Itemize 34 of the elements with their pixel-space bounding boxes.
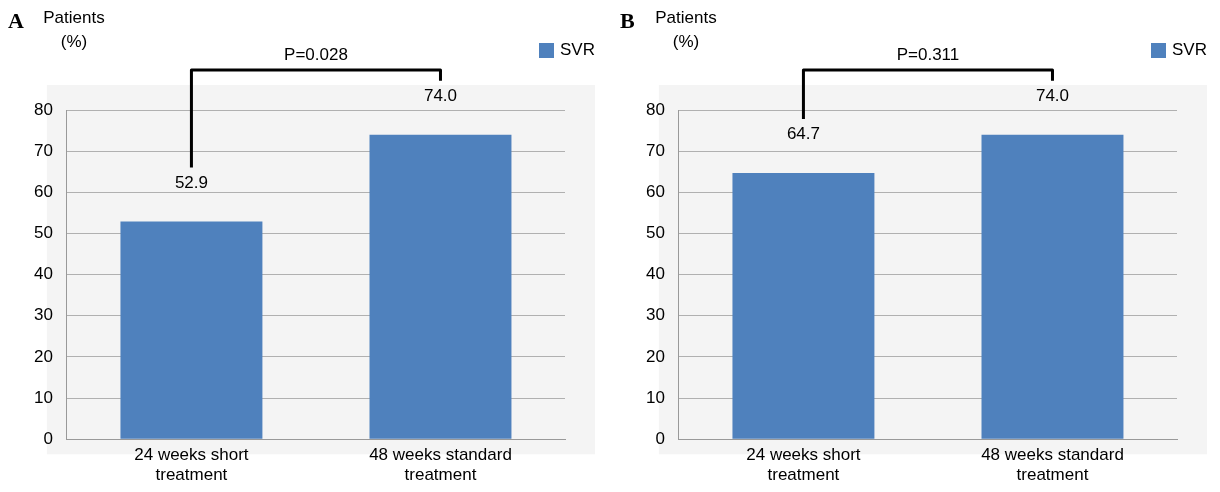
y-tick-label: 10: [33, 387, 53, 407]
y-tick-label: 60: [645, 181, 665, 201]
y-tick-label: 10: [645, 387, 665, 407]
y-tick-label: 30: [645, 305, 665, 325]
y-axis-title: Patients (%): [654, 7, 718, 53]
chart-title: B: [620, 8, 635, 34]
legend-label: SVR: [560, 40, 595, 60]
y-tick-label: 20: [645, 346, 665, 366]
y-tick-label: 80: [33, 99, 53, 119]
data-label: 74.0: [423, 85, 458, 105]
y-tick-label: 40: [645, 264, 665, 284]
data-label: 52.9: [174, 172, 208, 192]
y-tick-label: 50: [645, 223, 665, 243]
y-tick-label: 80: [645, 99, 665, 119]
legend-label: SVR: [1172, 40, 1207, 60]
y-tick-label: 0: [655, 428, 665, 448]
x-tick-label: 48 weeks standard treatment: [981, 445, 1124, 485]
chart-title: A: [8, 8, 24, 34]
y-tick-label: 0: [43, 428, 53, 448]
y-tick-label: 70: [33, 140, 53, 160]
text: P=0.028: [284, 45, 348, 65]
y-tick-label: 70: [645, 140, 665, 160]
y-tick-label: 30: [33, 305, 53, 325]
x-tick-label: 48 weeks standard treatment: [369, 445, 512, 485]
x-tick-label: 24 weeks short treatment: [746, 445, 861, 485]
y-tick-label: 50: [33, 223, 53, 243]
y-tick-label: 20: [33, 346, 53, 366]
y-tick-label: 40: [33, 264, 53, 284]
y-tick-label: 60: [33, 181, 53, 201]
y-axis-title: Patients (%): [42, 7, 106, 53]
x-tick-label: 24 weeks short treatment: [134, 445, 249, 485]
text: P=0.311: [896, 45, 960, 65]
data-label: 64.7: [786, 124, 820, 144]
data-label: 74.0: [1035, 85, 1070, 105]
